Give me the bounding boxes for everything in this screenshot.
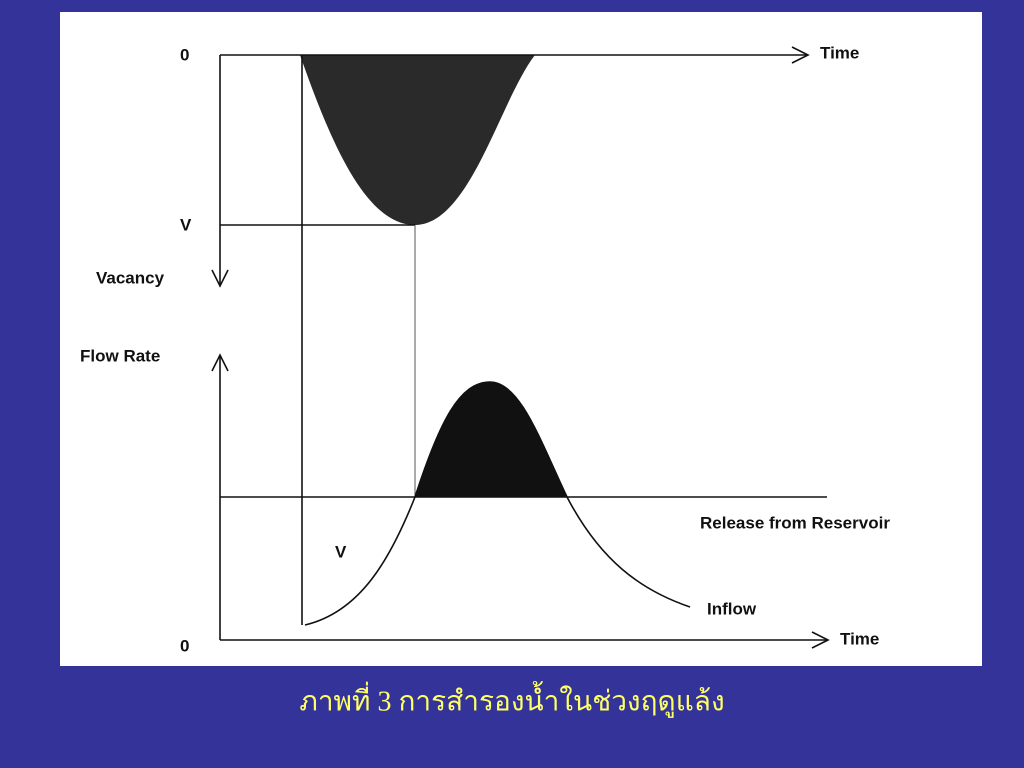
caption: ภาพที่ 3 การสำรองน้ำในช่วงฤดูแล้ง [299,680,724,718]
bottom-y-arrow [211,353,229,372]
diagram-panel [60,12,982,666]
bottom-x-arrow [811,631,830,649]
top-origin-label: 0 [180,45,189,64]
top-x-arrow [791,46,810,64]
vacancy-area [300,55,535,225]
top-y-arrow [211,269,229,288]
top-x-axis-label: Time [820,43,859,62]
bottom-y-axis-label: Flow Rate [80,346,160,365]
bottom-v-label: V [335,542,347,561]
bottom-x-axis-label: Time [840,629,879,648]
top-y-axis-label: Vacancy [96,268,165,287]
surplus-area [415,382,567,497]
top-v-label: V [180,215,192,234]
inflow-label: Inflow [707,599,757,618]
release-label: Release from Reservoir [700,513,890,532]
bottom-origin-label: 0 [180,636,189,655]
inflow-curve [304,381,691,626]
